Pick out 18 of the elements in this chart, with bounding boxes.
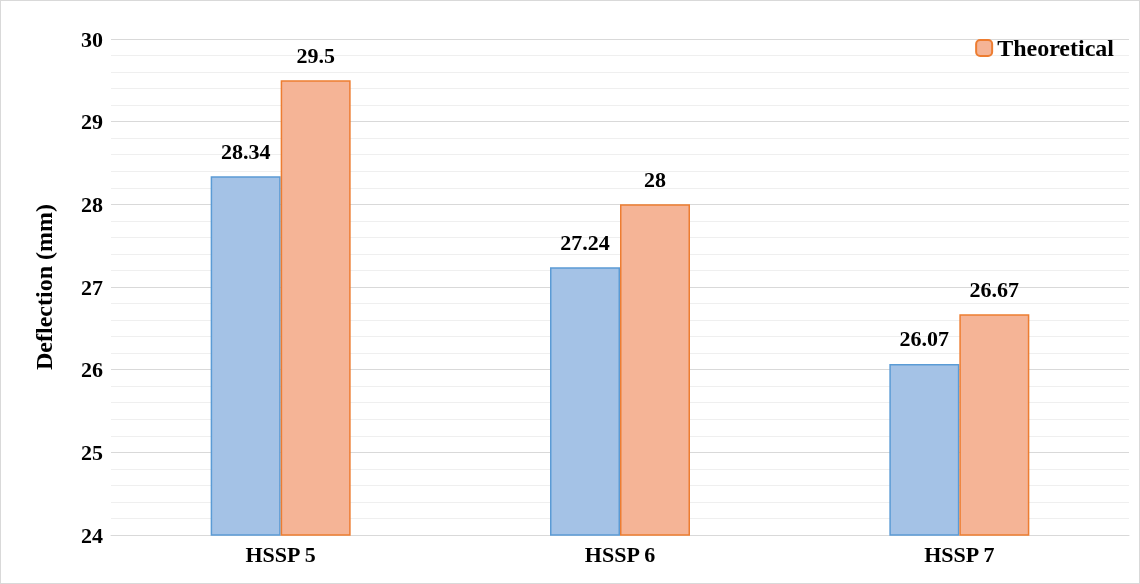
data-label: 26.07 <box>899 326 950 352</box>
data-label: 29.5 <box>296 42 335 68</box>
y-tick-label: 25 <box>81 439 103 465</box>
data-label: 26.67 <box>969 276 1020 302</box>
x-tick-label: HSSP 6 <box>584 541 656 567</box>
data-label: 27.24 <box>560 229 610 255</box>
data-label: 28.34 <box>220 138 271 164</box>
data-label: 28 <box>644 166 666 192</box>
y-tick-label: 24 <box>81 522 103 548</box>
y-tick-label: 27 <box>81 274 103 300</box>
x-tick-label: HSSP 5 <box>245 541 316 567</box>
y-tick-label: 30 <box>81 26 103 52</box>
y-axis-title: Deflection (mm) <box>31 204 57 370</box>
legend-label: Theoretical <box>997 35 1115 61</box>
y-tick-label: 28 <box>81 191 103 217</box>
y-tick-label: 29 <box>81 109 103 135</box>
y-tick-label: 26 <box>81 357 103 383</box>
x-tick-label: HSSP 7 <box>924 541 995 567</box>
